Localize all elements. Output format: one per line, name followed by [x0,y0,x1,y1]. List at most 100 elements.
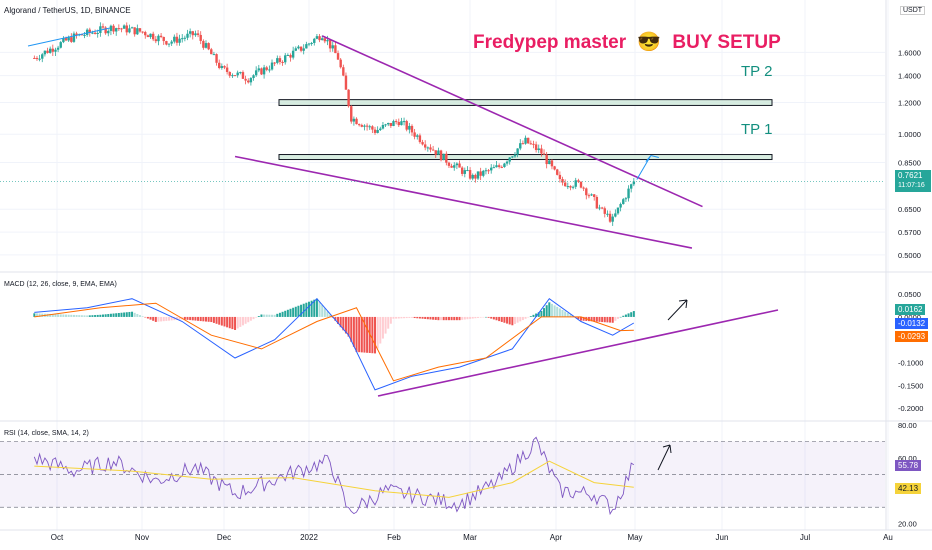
candle-body [101,26,105,28]
candle-body [423,144,427,148]
tp1-label: TP 1 [741,121,773,138]
macd-histogram-bar [154,316,157,322]
macd-histogram-bar [392,316,395,319]
macd-histogram-bar [606,316,609,323]
macd-histogram-bar [511,316,514,326]
macd-histogram-bar [157,316,160,322]
candle-body [326,40,329,42]
macd-histogram-bar [234,316,237,330]
macd-histogram-bar [342,316,345,331]
macd-histogram-bar [313,299,316,317]
candle-body [59,42,62,48]
rsi-tick-label: 80.00 [898,421,917,430]
candle-body [394,121,398,123]
candle-body [323,38,327,42]
candle-body [371,126,374,130]
candle-body [497,165,501,167]
candle-body [196,33,200,35]
candle-body [421,142,424,145]
macd-histogram-bar [144,316,147,318]
macd-histogram-bar [228,316,231,329]
price-tick-label: 0.5000 [898,251,921,260]
candle-body [273,62,276,64]
candle-body [579,181,583,188]
candle-body [474,174,477,179]
macd-histogram-bar [487,316,490,318]
macd-histogram-bar [482,316,485,318]
candle-body [627,188,630,199]
candle-body [241,72,245,79]
macd-histogram-bar [463,316,466,320]
candle-body [284,55,287,63]
price-tick-label: 1.6000 [898,48,921,57]
candle-body [270,62,274,70]
candle-body [339,59,342,68]
price-badge: 0.7621 11:07:16 [895,170,931,192]
candle-body [207,43,210,50]
macd-histogram-bar [321,305,324,317]
macd-histogram-bar [371,316,374,354]
candle-body [315,36,319,39]
macd-histogram-bar [537,312,540,317]
x-tick-label: May [627,533,642,542]
macd-histogram-bar [294,306,297,317]
candle-body [268,69,271,71]
macd-histogram-bar [257,316,260,317]
macd-hist-badge: 0.0162 [895,304,926,315]
macd-histogram-bar [426,316,429,320]
candle-body [500,166,503,168]
candle-body [117,28,121,30]
candle-body [624,198,628,200]
macd-histogram-bar [461,316,464,320]
currency-label[interactable]: USDT [900,6,926,15]
symbol-label[interactable]: Algorand / TetherUS, 1D, BINANCE [4,6,131,15]
candle-body [159,35,163,37]
candle-body [88,29,91,33]
candle-body [151,33,155,40]
macd-histogram-bar [104,314,107,317]
macd-histogram-bar [123,312,126,317]
macd-histogram-bar [255,316,258,318]
macd-histogram-bar [601,316,604,323]
candle-body [437,150,440,155]
macd-histogram-bar [532,314,535,317]
macd-histogram-bar [152,316,155,321]
macd-histogram-bar [189,316,192,321]
macd-histogram-bar [162,316,165,322]
candle-body [598,207,601,209]
macd-histogram-bar [86,315,89,317]
candle-body [400,121,403,126]
candle-body [194,33,197,36]
macd-histogram-bar [355,316,358,352]
macd-histogram-bar [33,313,36,317]
x-tick-label: Mar [463,533,477,542]
candle-body [289,54,292,58]
macd-title[interactable]: MACD (12, 26, close, 9, EMA, EMA) [4,281,117,288]
macd-histogram-bar [146,316,149,319]
macd-histogram-bar [545,305,548,317]
candle-body [133,27,136,35]
macd-histogram-bar [65,314,68,317]
macd-histogram-bar [212,316,215,323]
candle-body [233,75,237,77]
macd-histogram-bar [442,316,445,321]
macd-histogram-bar [83,315,86,317]
candle-body [563,182,567,187]
candle-body [603,208,606,214]
macd-histogram-bar [218,316,221,325]
rsi-title[interactable]: RSI (14, close, SMA, 14, 2) [4,430,89,437]
x-tick-label: Dec [217,533,231,542]
candle-body [175,36,179,43]
candle-body [336,53,340,60]
tp-zone [278,99,773,106]
macd-histogram-bar [210,316,213,323]
candle-body [540,148,543,154]
candle-body [141,31,144,33]
candle-body [561,179,564,183]
candle-body [387,122,390,125]
macd-histogram-bar [418,316,421,319]
candle-body [548,160,551,165]
macd-histogram-bar [276,313,279,317]
candle-body [408,125,411,130]
